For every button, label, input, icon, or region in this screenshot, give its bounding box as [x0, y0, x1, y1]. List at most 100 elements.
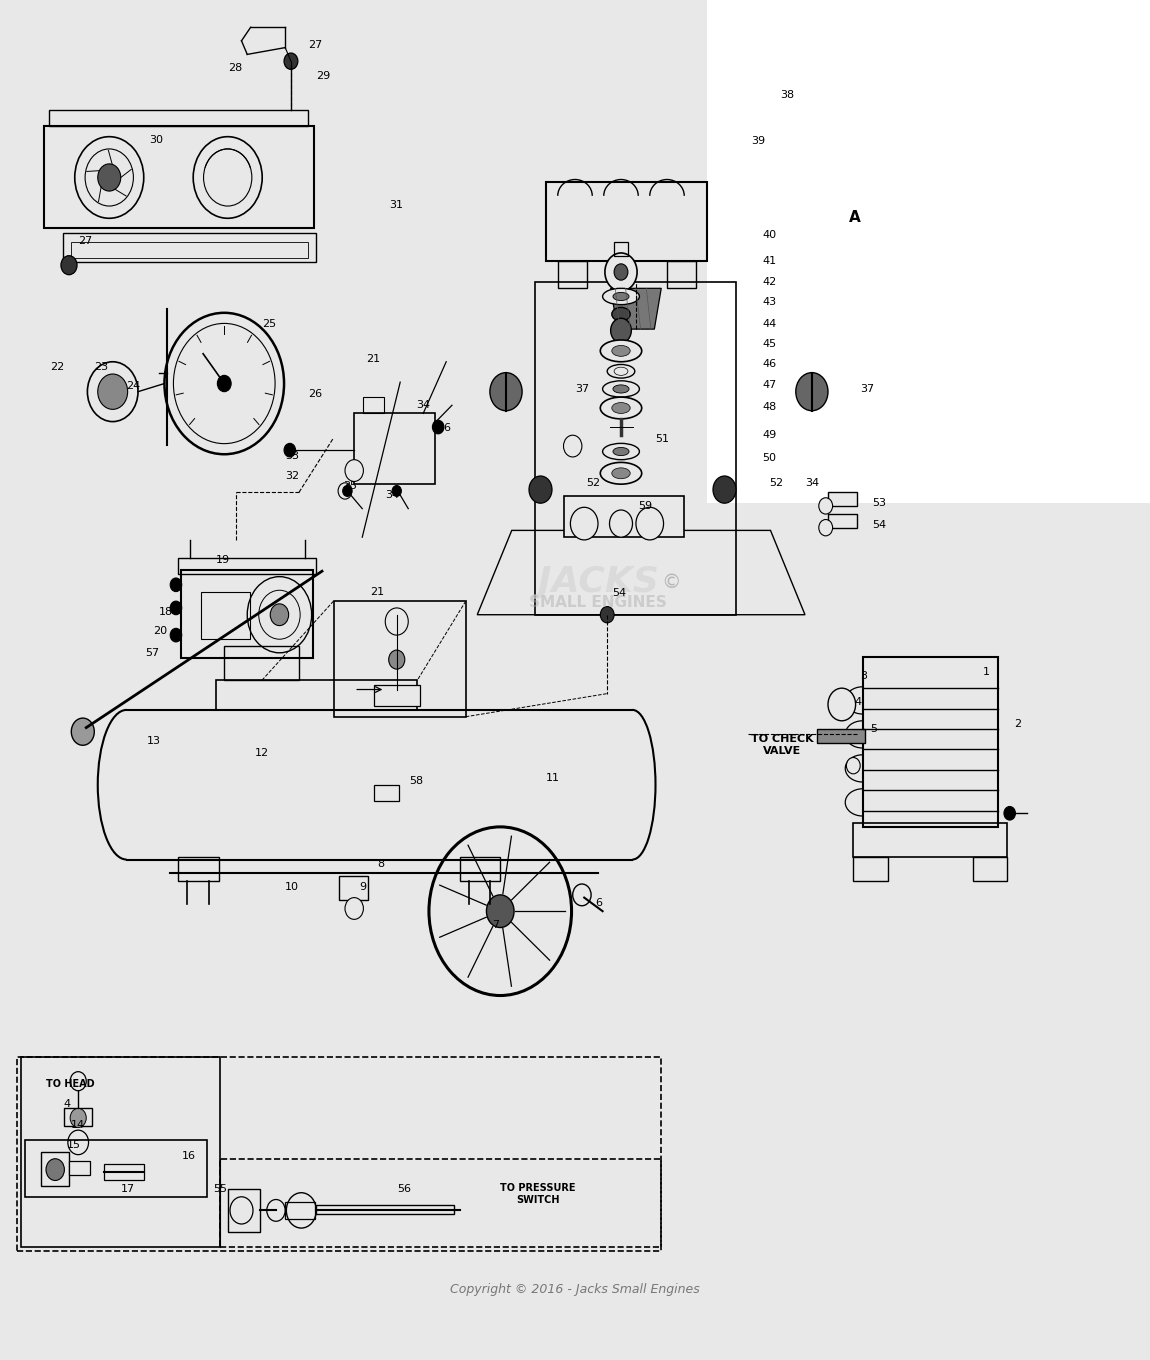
Circle shape	[570, 507, 598, 540]
Bar	[363, 397, 384, 413]
Bar	[21, 1057, 220, 1247]
Circle shape	[432, 420, 444, 434]
Ellipse shape	[614, 367, 628, 375]
Circle shape	[529, 476, 552, 503]
Text: 53: 53	[872, 498, 886, 509]
Text: 34: 34	[385, 490, 399, 500]
Text: 54: 54	[612, 588, 626, 598]
Circle shape	[98, 165, 121, 190]
Circle shape	[164, 313, 284, 454]
Circle shape	[490, 373, 522, 411]
Circle shape	[573, 884, 591, 906]
Bar	[104, 1164, 144, 1180]
Text: 21: 21	[366, 354, 380, 364]
Text: 2: 2	[1014, 718, 1021, 729]
Circle shape	[247, 577, 312, 653]
Text: 14: 14	[71, 1119, 85, 1130]
Bar	[546, 182, 707, 261]
Text: 32: 32	[285, 471, 299, 481]
Bar	[17, 1057, 661, 1251]
Bar	[71, 242, 308, 258]
Polygon shape	[611, 288, 661, 329]
Bar	[334, 601, 466, 717]
Circle shape	[193, 137, 262, 218]
Circle shape	[259, 590, 300, 639]
Circle shape	[170, 601, 182, 615]
Text: 49: 49	[762, 430, 776, 441]
Text: 3: 3	[860, 670, 867, 681]
Bar	[667, 261, 696, 288]
Text: 7: 7	[492, 919, 499, 930]
Circle shape	[71, 718, 94, 745]
Text: 40: 40	[762, 230, 776, 241]
Text: 42: 42	[762, 276, 776, 287]
Bar	[853, 823, 1007, 857]
Circle shape	[217, 375, 231, 392]
Ellipse shape	[613, 385, 629, 393]
Text: 20: 20	[153, 626, 167, 636]
Text: 35: 35	[343, 480, 356, 491]
Bar	[181, 570, 313, 658]
Text: A: A	[849, 209, 860, 226]
Text: 51: 51	[656, 434, 669, 445]
Bar	[178, 857, 218, 881]
Ellipse shape	[600, 462, 642, 484]
Text: TO PRESSURE
SWITCH: TO PRESSURE SWITCH	[500, 1183, 576, 1205]
Text: 57: 57	[145, 647, 159, 658]
Circle shape	[636, 507, 664, 540]
Circle shape	[564, 435, 582, 457]
Text: 11: 11	[546, 772, 560, 783]
Text: 50: 50	[762, 453, 776, 464]
Circle shape	[1004, 806, 1015, 820]
Circle shape	[98, 374, 128, 409]
Text: 37: 37	[575, 384, 589, 394]
Text: 27: 27	[78, 235, 92, 246]
Ellipse shape	[612, 403, 630, 413]
Text: 45: 45	[762, 339, 776, 350]
Text: 19: 19	[216, 555, 230, 566]
Circle shape	[286, 1193, 316, 1228]
Ellipse shape	[603, 381, 639, 397]
Bar	[64, 1108, 92, 1126]
Text: 28: 28	[228, 63, 242, 73]
Text: 9: 9	[359, 881, 366, 892]
Circle shape	[46, 1159, 64, 1180]
Text: 29: 29	[316, 71, 330, 82]
Text: 5: 5	[871, 724, 877, 734]
Text: Copyright © 2016 - Jacks Small Engines: Copyright © 2016 - Jacks Small Engines	[450, 1282, 700, 1296]
Ellipse shape	[612, 307, 630, 321]
Circle shape	[392, 486, 401, 496]
Bar	[49, 110, 308, 126]
Text: 30: 30	[150, 135, 163, 146]
Text: SMALL ENGINES: SMALL ENGINES	[529, 594, 667, 611]
Bar	[69, 1161, 90, 1175]
Text: 54: 54	[872, 520, 886, 530]
Circle shape	[68, 1130, 89, 1155]
Circle shape	[174, 324, 275, 443]
Circle shape	[846, 758, 860, 774]
Circle shape	[267, 1200, 285, 1221]
Bar	[828, 492, 857, 506]
Text: 59: 59	[638, 500, 652, 511]
Circle shape	[614, 264, 628, 280]
Circle shape	[87, 362, 138, 422]
Bar	[374, 685, 420, 706]
Bar	[535, 282, 736, 615]
Text: 17: 17	[121, 1183, 135, 1194]
Bar	[853, 857, 888, 881]
Bar	[41, 1152, 69, 1186]
Text: 16: 16	[182, 1151, 196, 1161]
Text: 37: 37	[860, 384, 874, 394]
Text: 15: 15	[67, 1140, 80, 1151]
Text: 22: 22	[51, 362, 64, 373]
Text: 47: 47	[762, 379, 776, 390]
Circle shape	[385, 608, 408, 635]
Circle shape	[429, 827, 572, 996]
Text: JACKS: JACKS	[537, 566, 659, 598]
Circle shape	[170, 578, 182, 592]
Text: 8: 8	[377, 858, 384, 869]
Text: 27: 27	[308, 39, 322, 50]
Text: 18: 18	[159, 607, 172, 617]
Text: 24: 24	[126, 381, 140, 392]
Text: 25: 25	[262, 318, 276, 329]
